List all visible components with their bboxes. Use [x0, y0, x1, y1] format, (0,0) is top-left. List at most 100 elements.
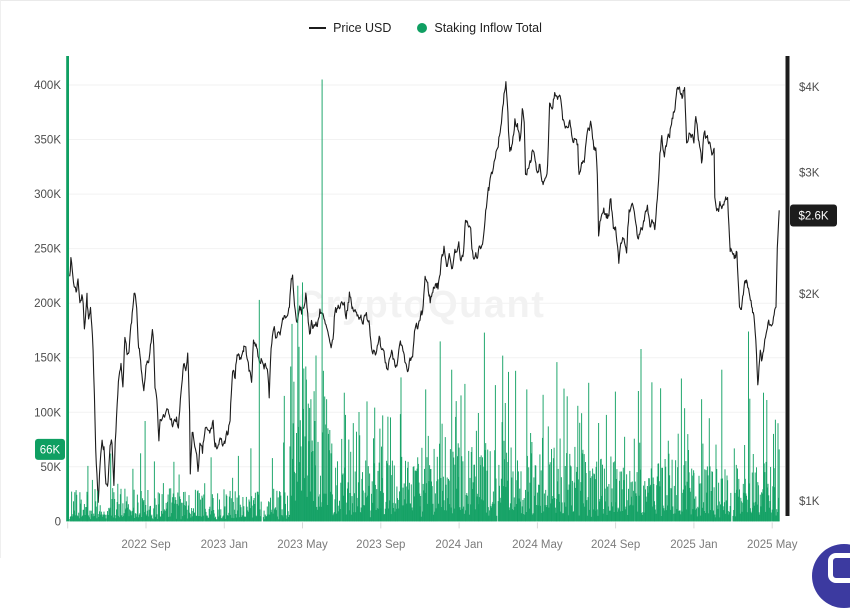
- bar[interactable]: [744, 478, 746, 522]
- bar[interactable]: [534, 465, 536, 522]
- bar[interactable]: [137, 502, 139, 522]
- bar[interactable]: [271, 458, 273, 522]
- bar[interactable]: [563, 388, 565, 522]
- bar[interactable]: [380, 508, 382, 522]
- bar[interactable]: [669, 475, 671, 522]
- bar[interactable]: [565, 506, 567, 522]
- bar[interactable]: [499, 485, 500, 522]
- bar[interactable]: [566, 396, 568, 522]
- bar[interactable]: [215, 516, 217, 522]
- bar[interactable]: [761, 493, 763, 522]
- bar[interactable]: [501, 422, 503, 522]
- bar[interactable]: [436, 456, 438, 522]
- bar[interactable]: [395, 503, 397, 522]
- bar[interactable]: [369, 517, 371, 522]
- bar[interactable]: [351, 496, 353, 522]
- bar[interactable]: [494, 450, 496, 522]
- bar[interactable]: [471, 447, 473, 522]
- bar[interactable]: [737, 496, 739, 522]
- bar[interactable]: [442, 490, 444, 522]
- bar[interactable]: [708, 513, 710, 522]
- bar[interactable]: [140, 453, 142, 522]
- bar[interactable]: [90, 510, 92, 522]
- bar[interactable]: [283, 395, 285, 522]
- bar[interactable]: [726, 475, 728, 522]
- bar[interactable]: [208, 517, 210, 522]
- bar[interactable]: [270, 497, 271, 522]
- bar[interactable]: [675, 495, 677, 522]
- bar[interactable]: [749, 398, 751, 522]
- bar[interactable]: [592, 468, 594, 522]
- bar[interactable]: [654, 509, 656, 522]
- bar[interactable]: [147, 490, 149, 522]
- bar[interactable]: [577, 405, 579, 522]
- bar[interactable]: [702, 443, 704, 522]
- bar[interactable]: [142, 498, 143, 522]
- bar[interactable]: [215, 519, 217, 522]
- bar[interactable]: [581, 453, 583, 522]
- bar[interactable]: [532, 513, 534, 522]
- bar[interactable]: [213, 510, 215, 522]
- bar[interactable]: [361, 478, 363, 522]
- bar[interactable]: [95, 501, 97, 522]
- bar[interactable]: [222, 515, 224, 522]
- bar[interactable]: [629, 504, 631, 522]
- bar[interactable]: [639, 442, 641, 522]
- bar[interactable]: [641, 514, 643, 522]
- bar[interactable]: [407, 467, 408, 522]
- bar[interactable]: [425, 483, 427, 522]
- bar[interactable]: [252, 517, 254, 522]
- bar[interactable]: [690, 514, 692, 522]
- bar[interactable]: [179, 499, 181, 522]
- bar[interactable]: [233, 518, 235, 522]
- bar[interactable]: [135, 513, 137, 522]
- bar[interactable]: [721, 369, 723, 522]
- bar[interactable]: [732, 515, 734, 522]
- bar[interactable]: [104, 514, 106, 522]
- bar[interactable]: [738, 478, 740, 522]
- bar[interactable]: [485, 512, 487, 522]
- bar[interactable]: [433, 514, 434, 522]
- bar[interactable]: [481, 499, 483, 522]
- bar[interactable]: [146, 510, 148, 522]
- bar[interactable]: [333, 513, 335, 522]
- bar[interactable]: [220, 509, 222, 522]
- bar[interactable]: [477, 493, 479, 522]
- bar[interactable]: [570, 466, 572, 522]
- bar[interactable]: [404, 499, 406, 522]
- bar[interactable]: [322, 432, 324, 522]
- bar[interactable]: [645, 496, 647, 522]
- bar[interactable]: [299, 462, 301, 522]
- bar[interactable]: [751, 513, 753, 522]
- bar[interactable]: [449, 504, 451, 522]
- bar[interactable]: [475, 476, 477, 522]
- bar[interactable]: [459, 509, 461, 522]
- bar[interactable]: [217, 509, 219, 522]
- price-line[interactable]: [69, 81, 780, 503]
- bar[interactable]: [706, 492, 708, 522]
- bar[interactable]: [664, 459, 666, 522]
- bar[interactable]: [652, 506, 654, 522]
- bar[interactable]: [111, 499, 113, 522]
- bar[interactable]: [364, 492, 366, 522]
- bar[interactable]: [130, 511, 132, 522]
- bar[interactable]: [315, 355, 317, 522]
- bar[interactable]: [583, 503, 585, 522]
- bar[interactable]: [204, 483, 206, 522]
- bar[interactable]: [544, 505, 546, 522]
- bar[interactable]: [127, 507, 129, 522]
- bar[interactable]: [101, 514, 103, 522]
- bar[interactable]: [84, 515, 86, 522]
- bar[interactable]: [776, 512, 778, 522]
- bar[interactable]: [778, 449, 780, 522]
- bar[interactable]: [288, 517, 290, 522]
- bar[interactable]: [171, 502, 173, 522]
- bar[interactable]: [104, 514, 106, 522]
- bar[interactable]: [631, 481, 633, 522]
- bar[interactable]: [718, 501, 720, 522]
- bar[interactable]: [337, 461, 338, 522]
- bar[interactable]: [628, 488, 629, 522]
- bar[interactable]: [669, 488, 671, 522]
- bar[interactable]: [597, 515, 599, 522]
- bar[interactable]: [109, 507, 111, 522]
